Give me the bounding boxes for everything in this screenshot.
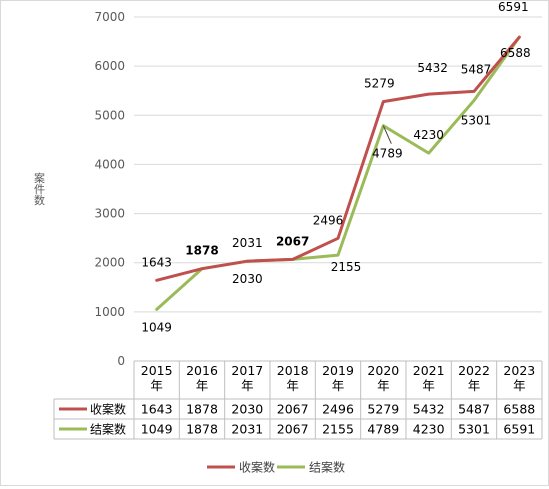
- x-tick-label: 2015 年: [141, 363, 173, 393]
- table-cell: 5279: [367, 402, 399, 417]
- data-label: 2155: [331, 260, 362, 274]
- x-tick-label: 2018 年: [277, 363, 309, 393]
- y-axis-ticks: 0 1000 2000 3000 4000 5000 6000 7000: [94, 10, 125, 368]
- table-cell: 1878: [186, 402, 218, 417]
- table-cell: 2496: [322, 402, 354, 417]
- data-label: 4789: [372, 147, 403, 161]
- data-label: 2031: [232, 236, 263, 250]
- y-tick-label: 7000: [94, 10, 125, 24]
- data-label: 6588: [500, 46, 531, 60]
- leader-line: [382, 125, 392, 144]
- gridlines: [134, 16, 542, 313]
- table-cell: 2030: [231, 402, 263, 417]
- x-tick-label: 2022 年: [458, 363, 490, 393]
- legend-label: 收案数: [239, 460, 275, 475]
- table-cell: 6588: [503, 402, 535, 417]
- y-tick-label: 2000: [94, 256, 125, 270]
- legend: 收案数 结案数: [207, 460, 345, 475]
- table-cell: 2155: [322, 422, 354, 437]
- data-label: 5279: [364, 77, 395, 91]
- table-cell: 5301: [458, 422, 490, 437]
- x-tick-label: 2016 年: [186, 363, 218, 393]
- table-cell: 2067: [277, 422, 309, 437]
- data-label: 5432: [417, 61, 448, 75]
- table-cell: 5487: [458, 402, 490, 417]
- table-cell: 1049: [141, 422, 173, 437]
- y-tick-label: 5000: [94, 108, 125, 122]
- data-label: 5301: [461, 113, 492, 127]
- table-cell: 4789: [367, 422, 399, 437]
- data-label: 2030: [232, 272, 263, 286]
- data-table: 2015 年 2016 年 2017 年 2018 年 2019 年 2020 年 2021 年 2022 年…: [53, 360, 543, 440]
- x-tick-label: 2023 年: [503, 363, 535, 393]
- data-labels: 1643 1878 2031 2067 2496 5279 5432 5487 6588 1049…: [141, 0, 531, 334]
- legend-label: 结案数: [309, 460, 345, 475]
- y-tick-label: 4000: [94, 157, 125, 171]
- y-tick-label: 1000: [94, 305, 125, 319]
- y-tick-label: 3000: [94, 207, 125, 221]
- x-tick-label: 2020 年: [367, 363, 399, 393]
- y-tick-label: 0: [117, 354, 125, 368]
- data-label: 6591: [498, 1, 529, 14]
- y-axis-label: 案件数: [33, 171, 46, 206]
- data-label: 1643: [141, 255, 172, 269]
- data-label: 1049: [141, 320, 172, 334]
- data-label: 5487: [461, 62, 492, 76]
- table-cell: 2031: [231, 422, 263, 437]
- x-tick-label: 2017 年: [231, 363, 263, 393]
- table-row-name: 结案数: [90, 422, 126, 437]
- series-lines: [155, 35, 521, 311]
- data-label: 2496: [313, 213, 344, 227]
- x-tick-label: 2021 年: [413, 363, 445, 393]
- table-cell: 5432: [413, 402, 445, 417]
- data-label: 1878: [185, 244, 218, 258]
- table-cell: 6591: [503, 422, 535, 437]
- x-tick-label: 2019 年: [322, 363, 354, 393]
- table-cell: 1643: [141, 402, 173, 417]
- y-tick-label: 6000: [94, 59, 125, 73]
- table-cell: 2067: [277, 402, 309, 417]
- data-label: 4230: [413, 128, 444, 142]
- data-label: 2067: [276, 234, 309, 248]
- table-cell: 4230: [413, 422, 445, 437]
- table-cell: 1878: [186, 422, 218, 437]
- series-line: [155, 35, 521, 282]
- table-row-name: 收案数: [90, 402, 126, 417]
